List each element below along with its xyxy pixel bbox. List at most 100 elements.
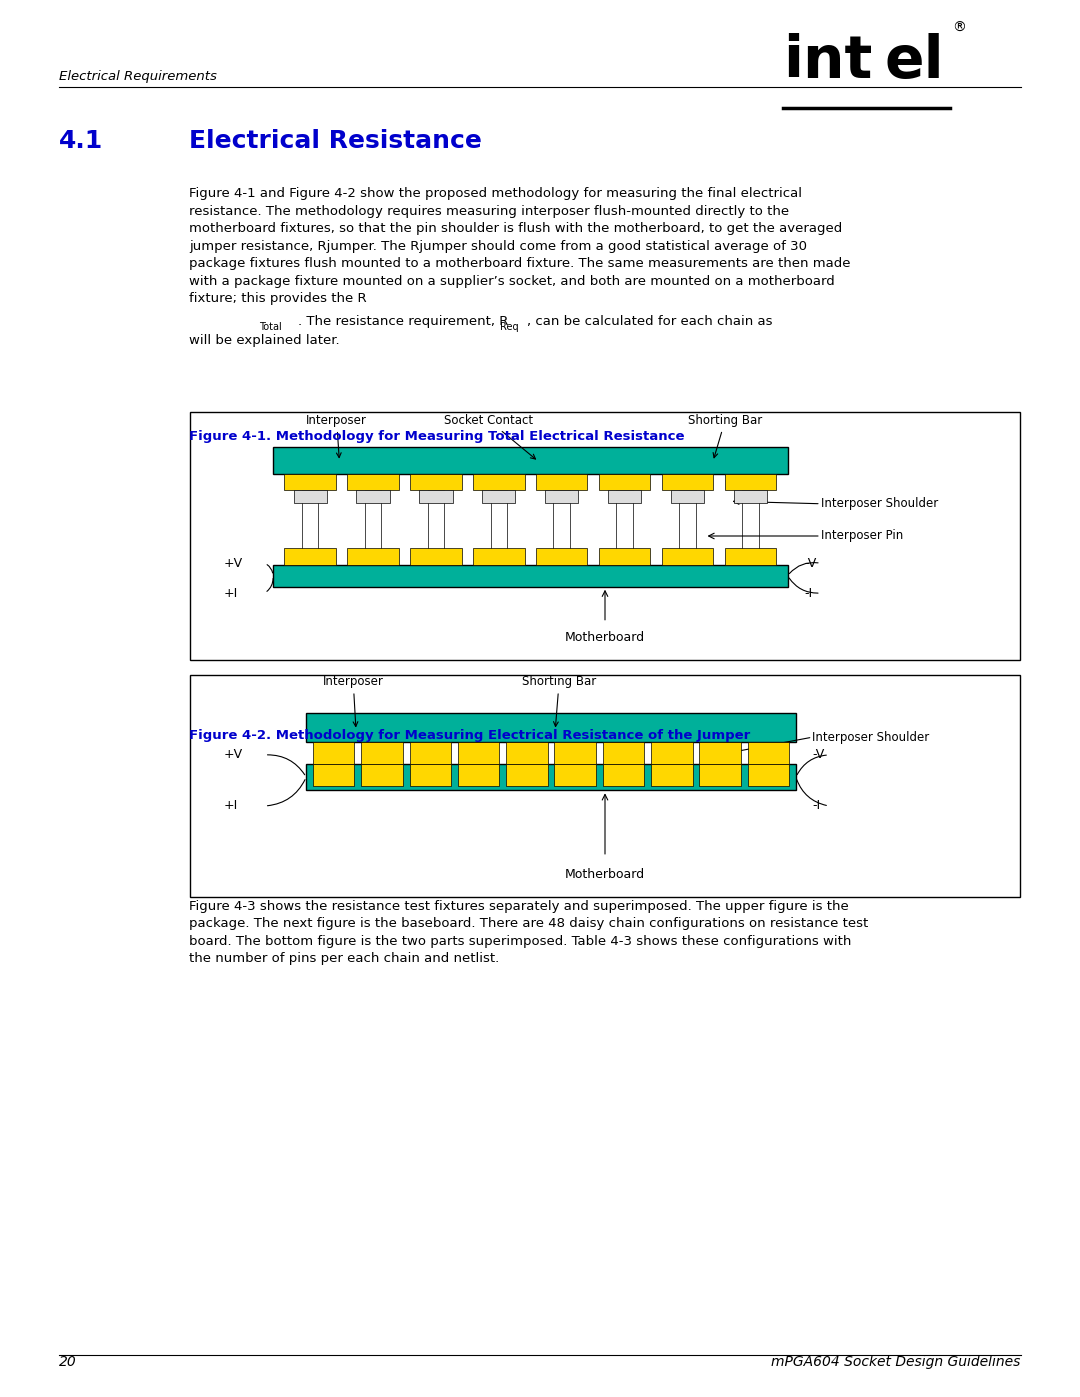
Text: Figure 4-1 and Figure 4-2 show the proposed methodology for measuring the final : Figure 4-1 and Figure 4-2 show the propo… [189,187,851,305]
Bar [679,490,696,564]
Text: -V: -V [812,749,825,761]
Bar [294,490,327,503]
Bar [554,764,596,787]
Bar [365,490,381,564]
Bar [409,764,451,787]
Bar [554,742,596,764]
Text: Electrical Requirements: Electrical Requirements [59,70,217,82]
Bar [356,490,390,503]
Bar [307,764,796,791]
Text: 20: 20 [59,1355,77,1369]
Bar [553,490,570,564]
Text: +V: +V [224,749,242,761]
Text: -I: -I [812,799,821,813]
Bar [747,764,789,787]
Bar [671,549,704,564]
Bar [603,742,645,764]
Bar [410,474,461,490]
Bar [284,549,336,564]
Bar [603,764,645,787]
Bar [545,490,579,503]
Bar [651,764,692,787]
Text: +I: +I [224,587,238,599]
Bar [273,447,787,474]
Text: -V: -V [805,557,816,570]
Bar [742,490,759,564]
Text: , can be calculated for each chain as: , can be calculated for each chain as [527,314,772,328]
Bar [490,490,508,564]
Bar [313,764,354,787]
Bar [294,549,327,564]
Bar [733,549,767,564]
Text: +I: +I [224,799,238,813]
Text: +V: +V [224,557,242,570]
Text: Figure 4-1. Methodology for Measuring Total Electrical Resistance: Figure 4-1. Methodology for Measuring To… [189,430,685,443]
Bar [307,712,796,742]
Bar [671,490,704,503]
Bar [302,490,319,564]
Text: Shorting Bar: Shorting Bar [688,414,762,458]
Bar [483,549,515,564]
Text: Motherboard: Motherboard [565,869,645,882]
Text: Req: Req [500,321,518,332]
Bar [284,474,336,490]
Bar [725,474,777,490]
Text: Shorting Bar: Shorting Bar [522,675,596,726]
Bar [419,490,453,503]
Bar [733,490,767,503]
Bar [747,742,789,764]
Text: Total: Total [259,321,282,332]
Bar [356,549,390,564]
Text: Interposer Shoulder: Interposer Shoulder [812,731,930,743]
Text: el: el [885,34,944,89]
Bar [273,564,787,587]
Bar [617,490,633,564]
Bar [362,742,403,764]
Bar [409,742,451,764]
Text: Figure 4-3 shows the resistance test fixtures separately and superimposed. The u: Figure 4-3 shows the resistance test fix… [189,900,868,965]
Bar [725,549,777,564]
Bar [362,764,403,787]
Text: will be explained later.: will be explained later. [189,334,339,346]
Bar [507,764,548,787]
Bar [507,742,548,764]
Bar [608,490,642,503]
Text: . The resistance requirement, R: . The resistance requirement, R [298,314,509,328]
Bar [348,474,399,490]
Text: Interposer: Interposer [323,675,383,726]
Bar [599,549,650,564]
Bar [483,490,515,503]
Bar [700,764,741,787]
Text: Motherboard: Motherboard [565,631,645,644]
Bar [313,742,354,764]
Text: 4.1: 4.1 [59,129,104,152]
Bar [473,474,525,490]
Bar [662,474,713,490]
Text: Figure 4-2. Methodology for Measuring Electrical Resistance of the Jumper: Figure 4-2. Methodology for Measuring El… [189,729,751,742]
Bar [458,764,499,787]
Bar [473,549,525,564]
Text: mPGA604 Socket Design Guidelines: mPGA604 Socket Design Guidelines [771,1355,1021,1369]
Text: ®: ® [951,21,966,35]
Text: -I: -I [805,587,812,599]
Bar [651,742,692,764]
Bar [662,549,713,564]
Text: Interposer Shoulder: Interposer Shoulder [821,497,939,510]
Bar [700,742,741,764]
Bar [428,490,444,564]
Text: Socket Contact: Socket Contact [444,414,536,460]
Bar [599,474,650,490]
Text: Electrical Resistance: Electrical Resistance [189,129,482,152]
Bar [536,474,588,490]
Bar [190,412,1020,659]
Bar [419,549,453,564]
Bar [458,742,499,764]
Bar [190,675,1020,897]
Text: Interposer: Interposer [307,414,367,458]
Bar [348,549,399,564]
Bar [536,549,588,564]
Text: int: int [783,34,873,89]
Bar [608,549,642,564]
Bar [545,549,579,564]
Text: Interposer Pin: Interposer Pin [821,529,903,542]
